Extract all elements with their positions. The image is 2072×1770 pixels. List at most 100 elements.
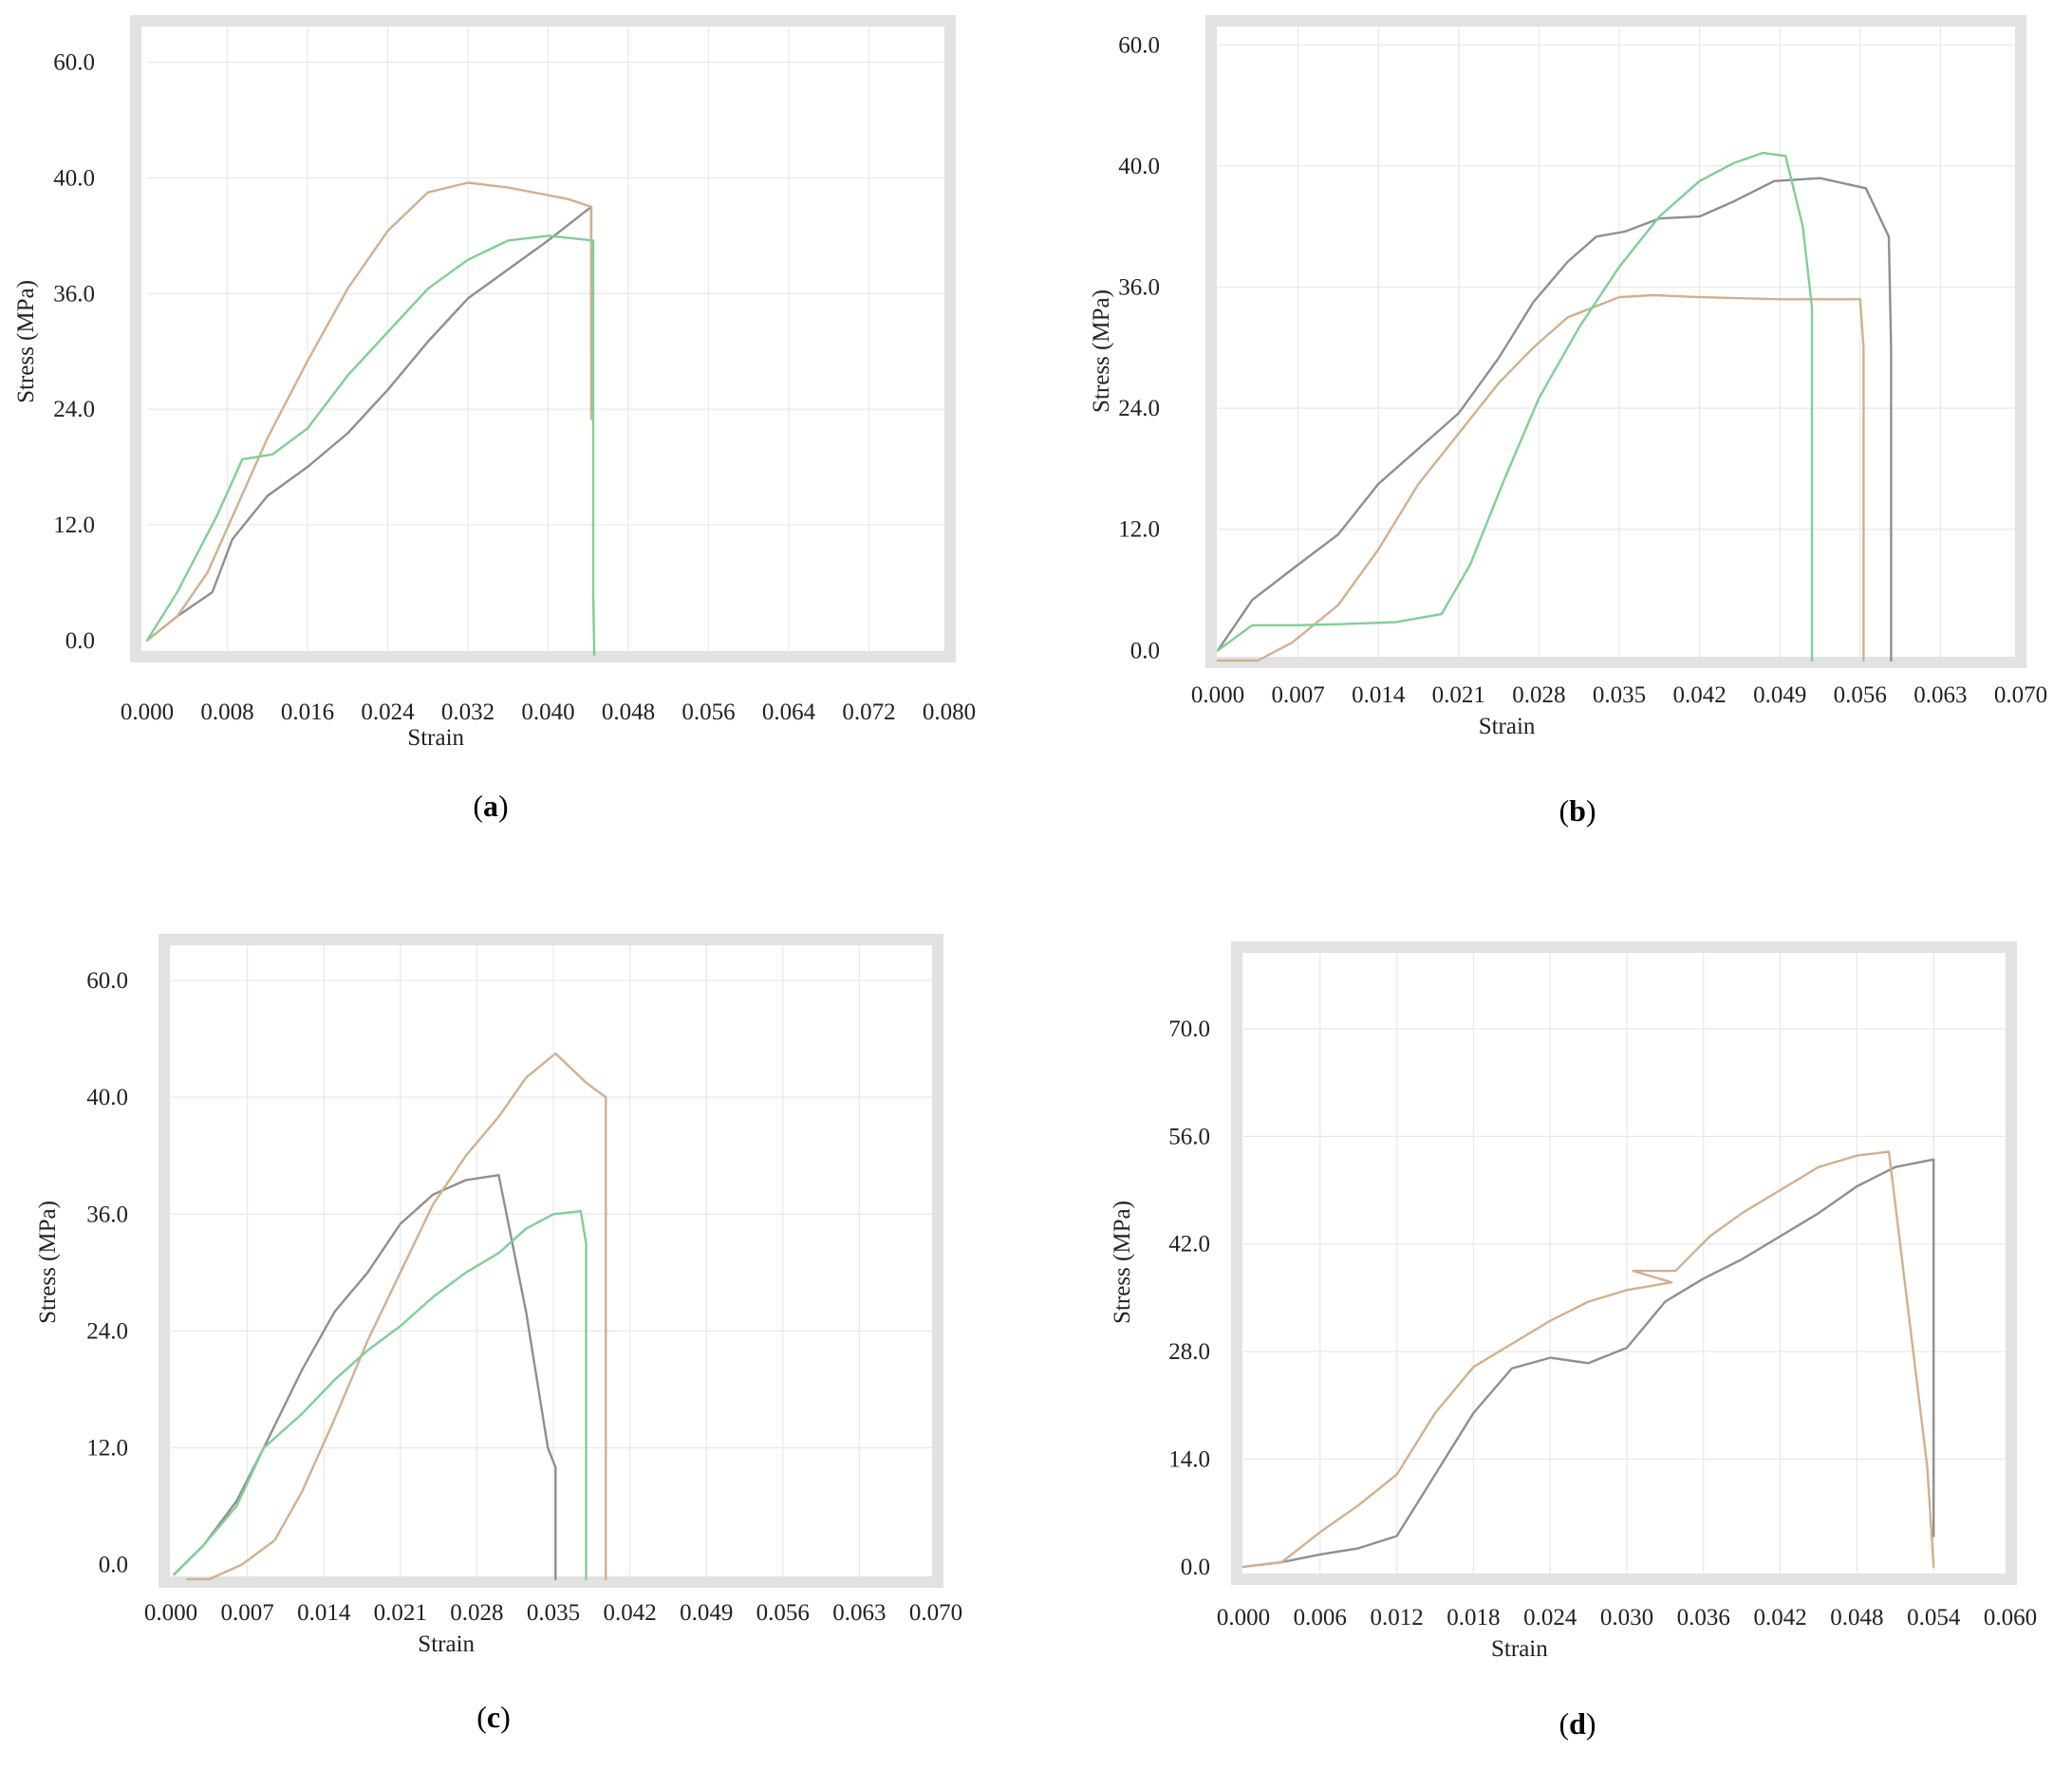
series-line-green bbox=[173, 1209, 588, 1581]
x-tick-label: 0.054 bbox=[1907, 1605, 1961, 1630]
x-tick-label: 0.000 bbox=[144, 1600, 197, 1626]
y-tick-label: 24.0 bbox=[53, 397, 95, 422]
x-tick-label: 0.000 bbox=[1217, 1605, 1270, 1630]
caption-open: ( bbox=[1559, 793, 1569, 828]
x-tick-label: 0.032 bbox=[441, 699, 495, 725]
caption-open: ( bbox=[476, 1700, 487, 1734]
x-tick-label: 0.018 bbox=[1447, 1605, 1500, 1630]
x-tick-label: 0.056 bbox=[756, 1600, 810, 1626]
series-line-gray bbox=[145, 205, 593, 642]
y-axis-title: Stress (MPa) bbox=[1089, 289, 1114, 413]
y-tick-label: 24.0 bbox=[86, 1318, 128, 1344]
x-tick-label: 0.072 bbox=[842, 699, 895, 725]
y-tick-label: 12.0 bbox=[53, 512, 95, 538]
x-tick-label: 0.028 bbox=[1512, 682, 1565, 708]
x-tick-label: 0.060 bbox=[1984, 1605, 2037, 1630]
series-line-tan bbox=[1216, 293, 1865, 662]
plot-frame bbox=[159, 934, 943, 1588]
y-tick-label: 40.0 bbox=[86, 1085, 128, 1110]
x-tick-label: 0.040 bbox=[521, 699, 574, 725]
x-tick-label: 0.056 bbox=[681, 699, 735, 725]
plot-frame bbox=[1231, 941, 2017, 1585]
panel-caption: (b) bbox=[1559, 793, 1596, 828]
x-tick-label: 0.080 bbox=[923, 699, 976, 725]
x-tick-label: 0.014 bbox=[1352, 682, 1406, 708]
panel-caption: (d) bbox=[1559, 1706, 1596, 1741]
panel-caption: (a) bbox=[473, 789, 508, 823]
chart-panel-c: 0.000 0.007 0.014 0.021 0.028 0.035 0.042 0.049… bbox=[35, 934, 962, 1734]
series-line-gray bbox=[1216, 177, 1893, 662]
x-tick-label: 0.021 bbox=[374, 1600, 427, 1626]
x-tick-label: 0.028 bbox=[450, 1600, 503, 1626]
x-tick-label: 0.048 bbox=[1830, 1605, 1883, 1630]
x-tick-label: 0.000 bbox=[121, 699, 174, 725]
series-line-green bbox=[145, 234, 596, 657]
series-line-tan bbox=[145, 181, 593, 642]
y-tick-label: 0.0 bbox=[65, 628, 95, 654]
y-tick-label: 60.0 bbox=[1118, 32, 1160, 58]
x-tick-label: 0.016 bbox=[281, 699, 334, 725]
chart-panel-b: 0.000 0.007 0.014 0.021 0.028 0.035 0.042 0.049… bbox=[1089, 15, 2047, 828]
y-tick-label: 70.0 bbox=[1168, 1016, 1210, 1042]
y-tick-label: 36.0 bbox=[1118, 275, 1160, 301]
y-tick-label: 24.0 bbox=[1118, 396, 1160, 421]
caption-open: ( bbox=[1559, 1706, 1569, 1741]
x-tick-label: 0.049 bbox=[1753, 682, 1806, 708]
panel-caption: (c) bbox=[476, 1700, 511, 1734]
x-tick-label: 0.063 bbox=[1913, 682, 1967, 708]
x-tick-label: 0.042 bbox=[603, 1600, 656, 1626]
y-tick-label: 56.0 bbox=[1168, 1124, 1210, 1149]
x-tick-label: 0.035 bbox=[527, 1600, 580, 1626]
caption-letter: b bbox=[1569, 793, 1586, 828]
x-tick-label: 0.035 bbox=[1593, 682, 1646, 708]
x-tick-label: 0.063 bbox=[832, 1600, 886, 1626]
caption-open: ( bbox=[473, 789, 483, 823]
caption-letter: c bbox=[487, 1700, 500, 1734]
series-line-green bbox=[1216, 151, 1814, 662]
caption-close: ) bbox=[500, 1700, 511, 1734]
x-tick-label: 0.048 bbox=[602, 699, 655, 725]
x-tick-label: 0.000 bbox=[1191, 682, 1244, 708]
y-tick-label: 60.0 bbox=[86, 968, 128, 994]
x-tick-label: 0.024 bbox=[361, 699, 415, 725]
plot-frame bbox=[130, 15, 956, 662]
caption-close: ) bbox=[498, 789, 509, 823]
series-line-tan bbox=[186, 1052, 607, 1581]
x-tick-label: 0.008 bbox=[200, 699, 253, 725]
y-tick-label: 12.0 bbox=[1118, 517, 1160, 543]
x-tick-label: 0.021 bbox=[1432, 682, 1485, 708]
y-axis-title: Stress (MPa) bbox=[13, 280, 39, 403]
caption-letter: d bbox=[1569, 1706, 1586, 1741]
x-tick-label: 0.012 bbox=[1370, 1605, 1423, 1630]
y-tick-label: 0.0 bbox=[99, 1553, 128, 1578]
x-tick-label: 0.036 bbox=[1677, 1605, 1730, 1630]
x-tick-label: 0.070 bbox=[909, 1600, 962, 1626]
x-tick-label: 0.007 bbox=[1271, 682, 1324, 708]
chart-panel-d: 0.000 0.006 0.012 0.018 0.024 0.030 0.036 0.042… bbox=[1110, 941, 2037, 1741]
series-line-gray bbox=[173, 1173, 557, 1581]
caption-close: ) bbox=[1586, 793, 1596, 828]
x-axis-title: Strain bbox=[1491, 1636, 1548, 1662]
x-tick-label: 0.070 bbox=[1994, 682, 2047, 708]
y-tick-label: 14.0 bbox=[1168, 1446, 1210, 1472]
x-tick-label: 0.056 bbox=[1834, 682, 1887, 708]
x-tick-label: 0.030 bbox=[1600, 1605, 1653, 1630]
y-tick-label: 60.0 bbox=[53, 50, 95, 76]
caption-letter: a bbox=[483, 789, 498, 823]
y-tick-label: 0.0 bbox=[1181, 1555, 1210, 1580]
x-tick-label: 0.024 bbox=[1523, 1605, 1577, 1630]
y-axis-title: Stress (MPa) bbox=[35, 1201, 61, 1324]
series-line-gray bbox=[1241, 1158, 1935, 1569]
x-tick-label: 0.014 bbox=[297, 1600, 351, 1626]
y-tick-label: 0.0 bbox=[1130, 638, 1160, 663]
x-tick-label: 0.042 bbox=[1753, 1605, 1806, 1630]
series-line-tan bbox=[1241, 1150, 1935, 1569]
x-tick-label: 0.007 bbox=[220, 1600, 273, 1626]
y-tick-label: 40.0 bbox=[53, 165, 95, 191]
y-tick-label: 42.0 bbox=[1168, 1232, 1210, 1258]
x-axis-title: Strain bbox=[1479, 714, 1536, 739]
x-tick-label: 0.049 bbox=[680, 1600, 733, 1626]
x-tick-label: 0.006 bbox=[1294, 1605, 1347, 1630]
y-tick-label: 36.0 bbox=[53, 281, 95, 307]
